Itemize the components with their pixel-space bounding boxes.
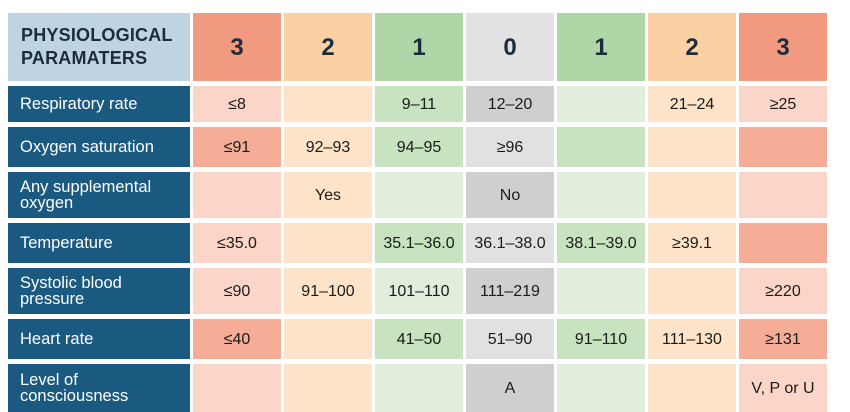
- table-cell: [557, 86, 645, 122]
- score-header-1-high: 1: [557, 13, 645, 81]
- table-cell: [557, 364, 645, 412]
- score-header-2-high: 2: [648, 13, 736, 81]
- row-header-temperature: Temperature: [8, 223, 190, 263]
- table-cell: 111–130: [648, 319, 736, 359]
- table-cell: ≤35.0: [193, 223, 281, 263]
- table-cell: V, P or U: [739, 364, 827, 412]
- row-header-supplemental-oxygen: Any supplemental oxygen: [8, 172, 190, 218]
- row-header-level-of-consciousness: Level of consciousness: [8, 364, 190, 412]
- table-cell: 91–100: [284, 268, 372, 314]
- table-cell: 101–110: [375, 268, 463, 314]
- table-cell: [557, 172, 645, 218]
- row-header-respiratory-rate: Respiratory rate: [8, 86, 190, 122]
- table-cell: [648, 364, 736, 412]
- table-cell: [739, 127, 827, 167]
- table-cell: 41–50: [375, 319, 463, 359]
- table-cell: [648, 127, 736, 167]
- table-cell: 36.1–38.0: [466, 223, 554, 263]
- table-cell: [557, 127, 645, 167]
- table-cell: 38.1–39.0: [557, 223, 645, 263]
- table-cell: [284, 86, 372, 122]
- score-header-1-low: 1: [375, 13, 463, 81]
- table-cell: 9–11: [375, 86, 463, 122]
- table-cell: ≥39.1: [648, 223, 736, 263]
- table-cell: [648, 268, 736, 314]
- table-cell: [284, 364, 372, 412]
- row-header-heart-rate: Heart rate: [8, 319, 190, 359]
- table-cell: ≤90: [193, 268, 281, 314]
- table-cell: 91–110: [557, 319, 645, 359]
- table-cell: ≥131: [739, 319, 827, 359]
- table-cell: 94–95: [375, 127, 463, 167]
- score-header-3-low: 3: [193, 13, 281, 81]
- row-header-oxygen-saturation: Oxygen saturation: [8, 127, 190, 167]
- table-cell: 12–20: [466, 86, 554, 122]
- table-cell: No: [466, 172, 554, 218]
- table-cell: [648, 172, 736, 218]
- table-cell: ≤91: [193, 127, 281, 167]
- table-cell: [375, 364, 463, 412]
- table-cell: A: [466, 364, 554, 412]
- table-cell: [193, 364, 281, 412]
- table-cell: ≥96: [466, 127, 554, 167]
- score-header-2-low: 2: [284, 13, 372, 81]
- score-header-3-high: 3: [739, 13, 827, 81]
- row-header-systolic-blood-pressure: Systolic blood pressure: [8, 268, 190, 314]
- table-cell: 92–93: [284, 127, 372, 167]
- news-score-table: PHYSIOLOGICAL PARAMATERS 3 2 1 0 1 2 3 R…: [8, 13, 827, 412]
- table-cell: 21–24: [648, 86, 736, 122]
- table-cell: ≤8: [193, 86, 281, 122]
- table-cell: [739, 172, 827, 218]
- table-cell: [284, 223, 372, 263]
- table-cell: ≥25: [739, 86, 827, 122]
- score-header-0: 0: [466, 13, 554, 81]
- table-cell: ≤40: [193, 319, 281, 359]
- table-cell: 35.1–36.0: [375, 223, 463, 263]
- table-cell: [739, 223, 827, 263]
- table-cell: [284, 319, 372, 359]
- table-cell: [193, 172, 281, 218]
- table-cell: [557, 268, 645, 314]
- table-corner-header: PHYSIOLOGICAL PARAMATERS: [8, 13, 190, 81]
- table-cell: ≥220: [739, 268, 827, 314]
- table-cell: 51–90: [466, 319, 554, 359]
- table-cell: Yes: [284, 172, 372, 218]
- table-cell: [375, 172, 463, 218]
- table-cell: 111–219: [466, 268, 554, 314]
